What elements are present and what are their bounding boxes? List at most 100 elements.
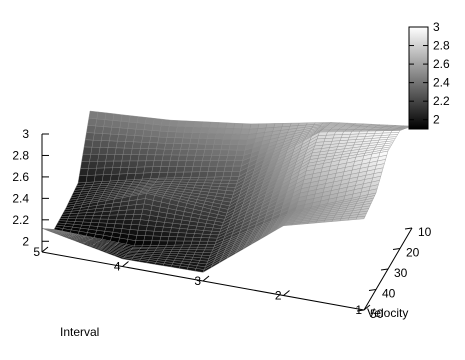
surface-facet: [180, 143, 191, 150]
velocity-tick-label: 20: [406, 246, 420, 260]
surface-facet: [174, 131, 185, 139]
surface-facet: [205, 138, 216, 145]
surface-facet: [98, 147, 109, 155]
surface-facet: [134, 172, 144, 180]
surface-facet: [87, 118, 98, 127]
surface-facet: [169, 119, 179, 127]
surface-facet: [94, 125, 104, 134]
surface-facet: [209, 121, 220, 129]
interval-tick: [122, 261, 129, 267]
surface-facet: [176, 160, 187, 167]
surface-facet: [189, 244, 200, 248]
surface-facet: [184, 160, 195, 167]
surface-facet: [135, 235, 146, 241]
surface-facet: [193, 233, 203, 238]
surface-facet: [119, 121, 130, 129]
surface-facet: [115, 141, 126, 149]
surface-facet: [146, 148, 157, 156]
colorbar-tick-label: 3: [433, 20, 440, 34]
surface-facet: [136, 230, 147, 236]
surface-facet: [158, 172, 169, 179]
surface-facet: [230, 171, 241, 177]
surface-facet: [148, 142, 158, 150]
colorbar-gradient: [408, 26, 429, 130]
surface-facet: [208, 160, 219, 167]
surface-facet: [77, 212, 87, 217]
surface-facet: [167, 166, 178, 173]
surface-facet: [109, 133, 119, 142]
surface-facet: [177, 120, 187, 127]
surface-facet: [151, 124, 162, 132]
surface-facet: [132, 141, 142, 149]
surface-facet: [117, 209, 128, 216]
surface-facet: [153, 154, 164, 161]
surface-facet: [83, 139, 94, 148]
surface-facet: [81, 154, 92, 162]
surface-facet: [233, 160, 243, 167]
surface-facet: [104, 160, 115, 169]
surface-facet: [167, 125, 178, 133]
surface-facet: [162, 226, 172, 233]
surface-facet: [159, 166, 170, 173]
velocity-tick-label: 50: [370, 307, 384, 321]
surface-facet: [95, 118, 106, 127]
surface-facet: [106, 147, 117, 155]
surface-facet: [98, 218, 109, 224]
surface-facet: [197, 138, 208, 145]
velocity-tick-label: 10: [418, 225, 432, 239]
surface-facet: [120, 114, 131, 123]
surface-facet: [201, 233, 211, 239]
surface-facet: [144, 117, 155, 125]
surface-facet: [190, 171, 201, 178]
surface-facet: [182, 171, 193, 178]
surface-facet: [173, 177, 183, 181]
interval-axis-label: Interval: [60, 325, 99, 339]
surface-facet: [196, 247, 207, 251]
surface-facet: [99, 140, 110, 148]
surface-facet: [92, 132, 103, 141]
surface-facet: [188, 247, 198, 250]
surface-facet: [128, 115, 139, 123]
surface-facet: [93, 174, 104, 183]
surface-facet: [171, 149, 181, 156]
velocity-tick-label: 40: [382, 287, 396, 301]
surface-facet: [226, 155, 237, 161]
surface-facet: [235, 149, 246, 156]
surface-facet: [181, 137, 192, 144]
surface-facet: [206, 132, 217, 139]
colorbar-tick-label: 2.2: [433, 94, 450, 108]
surface-facet: [190, 132, 201, 139]
surface-facet: [224, 128, 234, 135]
surface-facet: [183, 166, 194, 173]
surface-facet: [196, 179, 206, 183]
surface-facet: [80, 161, 90, 169]
surface-facet: [164, 143, 175, 150]
surface-facet: [141, 245, 151, 248]
interval-tick-label: 1: [355, 303, 362, 317]
surface-facet: [88, 110, 99, 120]
surface-facet: [178, 228, 188, 234]
surface-facet: [198, 132, 209, 139]
surface-facet: [151, 235, 162, 242]
surface-facet: [77, 175, 88, 184]
surface-facet: [168, 160, 179, 167]
velocity-tick-label: 30: [394, 266, 408, 280]
surface-facet: [86, 168, 97, 176]
surface-facet: [249, 123, 260, 130]
surface-facet: [110, 206, 121, 212]
surface-facet: [122, 219, 133, 225]
surface-facet: [212, 144, 223, 151]
surface-facet: [116, 214, 126, 220]
surface-facet: [199, 237, 210, 242]
surface-facet: [161, 119, 171, 127]
surface-facet: [219, 149, 230, 156]
surface-facet: [85, 212, 95, 216]
surface-facet: [169, 154, 180, 161]
surface-facet: [125, 134, 135, 143]
surface-facet: [194, 229, 204, 235]
surface-facet: [114, 219, 125, 225]
surface-facet: [152, 231, 163, 237]
surface-facet: [140, 214, 151, 221]
colorbar: 2 2.2 2.4 2.6 2.8 3: [408, 20, 450, 130]
surface-facet: [150, 172, 160, 179]
